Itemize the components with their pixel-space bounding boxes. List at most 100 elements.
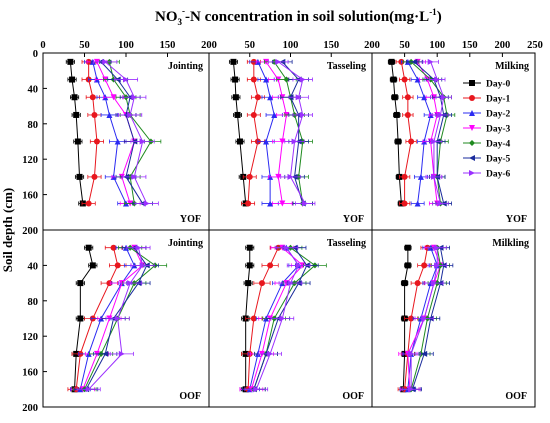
x-tick-label: 50 [79,40,90,51]
data-point [414,280,421,287]
data-point [89,94,96,101]
data-point [118,350,125,357]
data-point [263,76,270,83]
data-point [401,280,408,287]
y-axis-label: Soil depth (cm) [0,188,15,273]
legend-marker [469,155,475,161]
data-point [283,76,290,83]
data-point [421,94,428,101]
data-point [71,94,78,101]
series-line [411,247,445,390]
y-tick-label: 160 [22,368,38,379]
data-point [106,111,113,118]
data-point [77,315,84,322]
data-point [127,280,134,287]
legend-marker [469,140,475,146]
data-point [283,244,290,251]
data-point [89,262,96,269]
data-point [250,76,257,83]
data-point [246,173,253,180]
series-day-1 [395,58,417,207]
data-point [421,350,428,357]
legend-marker [469,80,475,86]
data-point [232,76,239,83]
panel-treatment-label: OOF [505,391,527,402]
data-point [102,58,109,65]
data-point [250,111,257,118]
panel-treatment-label: YOF [343,214,364,225]
y-tick-label: 80 [28,297,39,308]
data-point [421,315,428,322]
data-point [404,94,411,101]
legend-marker [469,95,475,101]
data-point [279,138,286,145]
data-point [114,262,121,269]
data-point [295,94,302,101]
panel-treatment-label: YOF [180,214,201,225]
series-line [255,247,300,390]
panel-jointing-oof: 40 80 120 160 200 Jointing OOF [22,229,210,414]
data-point [437,111,444,118]
data-point [287,173,294,180]
series-day-6 [401,244,447,393]
legend-marker [469,170,475,176]
data-point [295,262,302,269]
data-point [254,94,261,101]
panel-jointing-yof: 0 50 100 150 200 0 40 80 120 160 200 Jointing YOF [22,40,217,237]
series-line [250,247,304,390]
data-point [85,386,92,393]
y-tick-label: 40 [28,84,39,95]
data-point [102,350,109,357]
panel-milkling-oof: Milkling OOF [371,229,536,408]
series-day-5 [90,58,153,207]
series-day-0 [228,58,251,207]
data-point [253,386,260,393]
data-point [123,76,129,83]
data-point [73,111,80,118]
data-point [258,280,265,287]
data-point [91,173,98,180]
y-tick-label: 0 [33,49,38,60]
series-line [85,247,148,390]
data-point [267,200,274,207]
series-line [410,247,441,390]
series-day-4 [264,58,313,207]
series-day-1 [239,244,287,393]
data-point [127,111,134,118]
data-point [110,94,117,101]
data-point [74,138,81,145]
y-tick-label: 120 [22,155,38,166]
x-tick-label: 100 [118,40,134,51]
series-day-3 [255,58,297,207]
panel-treatment-label: OOF [179,391,201,402]
series-line [257,61,275,204]
data-point [236,138,243,145]
data-point [106,280,113,287]
series-line [391,61,402,204]
data-point [434,76,441,83]
data-point [404,111,411,118]
data-point [299,111,306,118]
series-line [407,247,438,390]
data-point [404,244,411,251]
legend: Day-0 Day-1 Day-2 Day-3 Day-4 Day-5 Day-6 [463,80,511,180]
panel-stage-label: Tasseling [327,61,366,72]
data-point [430,173,437,180]
panel-stage-label: Jointing [168,238,203,249]
x-tick-label: 150 [462,40,478,51]
x-tick-label: 50 [399,40,410,51]
series-day-6 [93,58,159,207]
data-point [232,94,239,101]
series-line [75,247,119,390]
series-day-1 [81,58,104,207]
data-point [85,244,92,251]
x-tick-label: 250 [527,40,543,51]
data-point [408,350,415,357]
data-point [139,138,146,145]
series-line [104,61,148,204]
data-point [234,111,241,118]
series-line [277,61,306,204]
legend-label: Day-3 [486,125,511,135]
data-point [302,200,309,207]
